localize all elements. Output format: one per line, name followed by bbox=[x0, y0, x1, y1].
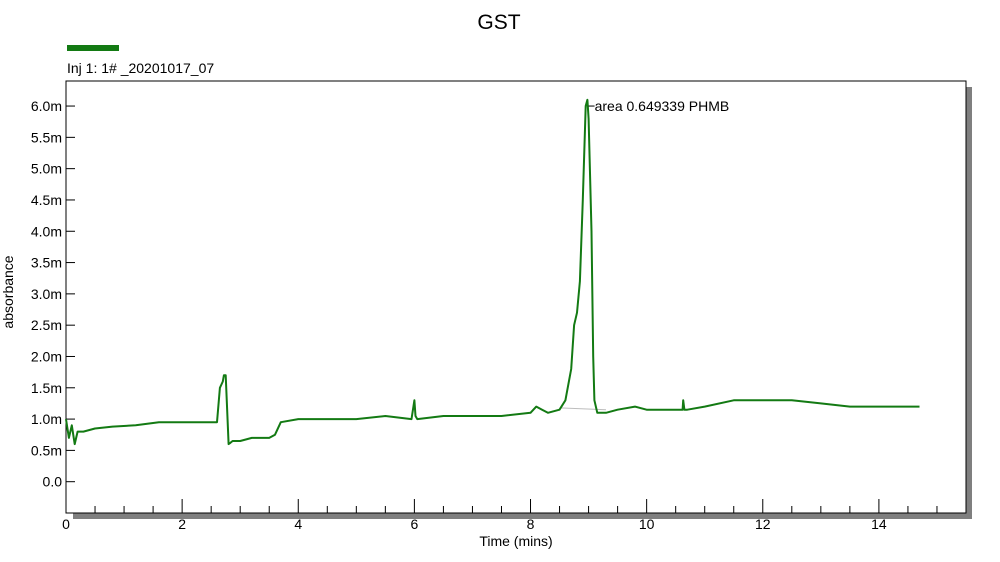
peak-baseline bbox=[559, 407, 607, 411]
legend: Inj 1: 1# _20201017_07 bbox=[67, 45, 214, 76]
x-tick-label: 2 bbox=[178, 516, 186, 532]
x-axis: 0 2 4 6 8 10 12 14 bbox=[62, 499, 887, 532]
x-tick-label: 4 bbox=[294, 516, 302, 532]
y-axis: 0.0 0.5m 1.0m 1.5m 2.0m 2.5m 3.0m 3.5m 4.0m 4.5m 5… bbox=[31, 98, 75, 490]
plot-shadow-right bbox=[966, 87, 972, 519]
y-tick-label: 6.0m bbox=[31, 98, 62, 114]
y-tick-label: 3.0m bbox=[31, 286, 62, 302]
y-tick-label: 5.5m bbox=[31, 129, 62, 145]
x-axis-label: Time (mins) bbox=[479, 533, 552, 549]
legend-label: Inj 1: 1# _20201017_07 bbox=[67, 60, 214, 76]
plot-frame bbox=[65, 80, 972, 519]
legend-swatch bbox=[67, 45, 119, 51]
y-tick-label: 5.0m bbox=[31, 161, 62, 177]
y-tick-label: 2.0m bbox=[31, 348, 62, 364]
x-tick-label: 12 bbox=[755, 516, 771, 532]
y-tick-label: 0.5m bbox=[31, 442, 62, 458]
y-tick-label: 1.5m bbox=[31, 380, 62, 396]
x-tick-label: 10 bbox=[639, 516, 655, 532]
plot-shadow-bottom bbox=[73, 513, 972, 519]
y-tick-label: 1.0m bbox=[31, 411, 62, 427]
y-tick-label: 3.5m bbox=[31, 255, 62, 271]
plot-content: area 0.649339 PHMB bbox=[65, 98, 920, 446]
series-line bbox=[65, 98, 920, 446]
y-tick-label: 4.5m bbox=[31, 192, 62, 208]
y-tick-label: 2.5m bbox=[31, 317, 62, 333]
x-tick-label: 6 bbox=[410, 516, 418, 532]
x-tick-label: 14 bbox=[871, 516, 887, 532]
chart-title: GST bbox=[477, 11, 520, 34]
y-axis-label: absorbance bbox=[0, 255, 16, 328]
y-tick-label: 0.0 bbox=[43, 474, 63, 490]
x-minor-ticks bbox=[94, 506, 967, 513]
peak-annotation: area 0.649339 PHMB bbox=[595, 98, 730, 114]
plot-area bbox=[65, 80, 967, 514]
y-tick-label: 4.0m bbox=[31, 223, 62, 239]
x-tick-label: 8 bbox=[527, 516, 535, 532]
x-tick-label: 0 bbox=[62, 516, 70, 532]
